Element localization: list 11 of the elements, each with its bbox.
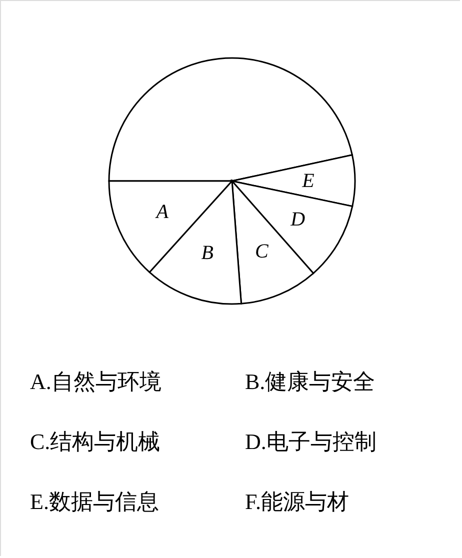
slice-label: C xyxy=(254,240,269,262)
slice-label: B xyxy=(201,242,214,264)
slice-label: A xyxy=(154,200,170,223)
text: A.自然与环境 xyxy=(30,369,162,394)
slice-label: D xyxy=(290,208,306,230)
text: B.健康与安全 xyxy=(245,369,376,394)
text: F.能源与材 xyxy=(245,489,349,514)
text: E.数据与信息 xyxy=(30,489,159,514)
text: C.结构与机械 xyxy=(30,429,160,454)
slice-label: E xyxy=(301,170,314,192)
text: D.电子与控制 xyxy=(245,429,376,454)
